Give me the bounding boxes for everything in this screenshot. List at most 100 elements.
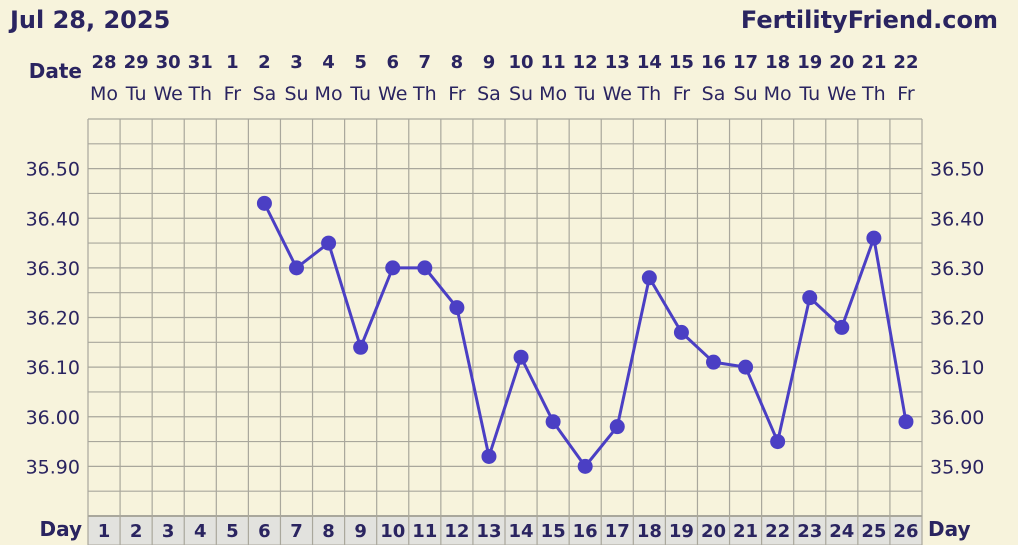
day-number-label: 21 [733, 521, 758, 542]
temperature-point [866, 230, 882, 246]
weekday-label: Fr [448, 83, 466, 105]
weekday-label: Fr [673, 83, 691, 105]
day-row-label-right: Day [928, 517, 971, 541]
weekday-label: Mo [90, 83, 118, 105]
temperature-point [802, 290, 818, 306]
y-tick-label-left: 36.50 [26, 159, 80, 181]
date-label: 29 [124, 52, 149, 73]
temperature-series [256, 195, 914, 474]
chart-date-title: Jul 28, 2025 [8, 6, 170, 34]
brand-logo-text: FertilityFriend.com [741, 6, 998, 34]
weekday-label: We [603, 83, 632, 105]
day-row-label-left: Day [39, 517, 82, 541]
y-tick-label-right: 36.30 [930, 258, 984, 280]
temperature-point [385, 260, 401, 276]
date-label: 15 [669, 52, 694, 73]
weekday-label: Th [412, 83, 437, 105]
date-label: 30 [156, 52, 181, 73]
date-label: 31 [188, 52, 213, 73]
y-tick-label-left: 35.90 [26, 456, 80, 478]
date-label: 7 [419, 52, 432, 73]
date-row-label: Date [29, 59, 82, 83]
date-label: 10 [509, 52, 534, 73]
temperature-point [545, 414, 561, 430]
weekday-label: Tu [798, 83, 820, 105]
weekday-label: Tu [574, 83, 596, 105]
day-number-label: 19 [669, 521, 694, 542]
temperature-point [770, 434, 786, 450]
date-label: 1 [226, 52, 239, 73]
weekday-label: Su [284, 83, 308, 105]
y-tick-label-right: 35.90 [930, 456, 984, 478]
weekday-label: Tu [125, 83, 147, 105]
day-number-label: 9 [354, 521, 367, 542]
date-label: 20 [829, 52, 854, 73]
weekday-label: Fr [224, 83, 242, 105]
temperature-point [738, 359, 754, 375]
day-number-label: 20 [701, 521, 726, 542]
temperature-point [513, 349, 529, 365]
temperature-point [481, 448, 497, 464]
date-label: 5 [354, 52, 367, 73]
day-number-label: 24 [829, 521, 854, 542]
y-tick-label-left: 36.00 [26, 407, 80, 429]
weekday-label: Th [861, 83, 886, 105]
date-label: 17 [733, 52, 758, 73]
date-label: 14 [637, 52, 662, 73]
x-axis-labels: 28Mo129Tu230We331Th41Fr52Sa63Su74Mo85Tu9… [90, 52, 918, 542]
temperature-point [449, 300, 465, 316]
day-number-label: 2 [130, 521, 143, 542]
date-label: 4 [322, 52, 335, 73]
day-number-label: 12 [444, 521, 469, 542]
date-label: 16 [701, 52, 726, 73]
day-number-label: 17 [605, 521, 630, 542]
y-tick-label-right: 36.00 [930, 407, 984, 429]
day-number-label: 25 [861, 521, 886, 542]
y-tick-label-right: 36.10 [930, 357, 984, 379]
temperature-point [706, 354, 721, 370]
weekday-label: Th [637, 83, 662, 105]
day-number-label: 1 [98, 521, 111, 542]
temperature-point [417, 260, 433, 276]
day-number-label: 14 [509, 521, 534, 542]
weekday-label: Mo [315, 83, 343, 105]
day-number-label: 7 [290, 521, 303, 542]
day-number-label: 8 [322, 521, 335, 542]
date-label: 6 [386, 52, 399, 73]
y-tick-label-left: 36.10 [26, 357, 80, 379]
y-axis-labels: 36.50 36.50 36.40 36.40 36.30 36.30 36.20 36.20… [26, 159, 985, 479]
date-label: 21 [861, 52, 886, 73]
weekday-label: Su [509, 83, 533, 105]
date-label: 22 [893, 52, 918, 73]
day-number-label: 22 [765, 521, 790, 542]
temperature-point [673, 324, 689, 340]
y-tick-label-right: 36.50 [930, 159, 984, 181]
date-label: 12 [573, 52, 598, 73]
day-number-label: 16 [573, 521, 598, 542]
date-label: 8 [451, 52, 464, 73]
y-tick-label-left: 36.20 [26, 308, 80, 330]
temperature-point [289, 260, 304, 276]
weekday-label: Fr [897, 83, 915, 105]
date-label: 3 [290, 52, 303, 73]
weekday-label: Su [734, 83, 758, 105]
y-tick-label-left: 36.30 [26, 258, 80, 280]
date-label: 18 [765, 52, 790, 73]
date-label: 2 [258, 52, 271, 73]
weekday-label: We [827, 83, 856, 105]
chart-grid [87, 118, 923, 545]
temperature-point [898, 414, 914, 430]
day-number-label: 13 [476, 521, 501, 542]
day-number-label: 23 [797, 521, 822, 542]
date-label: 9 [483, 52, 496, 73]
weekday-label: Sa [477, 83, 501, 105]
weekday-label: Mo [764, 83, 792, 105]
temperature-point [256, 195, 272, 211]
weekday-label: Sa [702, 83, 726, 105]
temperature-point [321, 235, 337, 251]
temperature-point [641, 270, 657, 286]
day-number-label: 18 [637, 521, 662, 542]
weekday-label: Tu [349, 83, 371, 105]
date-label: 28 [92, 52, 117, 73]
